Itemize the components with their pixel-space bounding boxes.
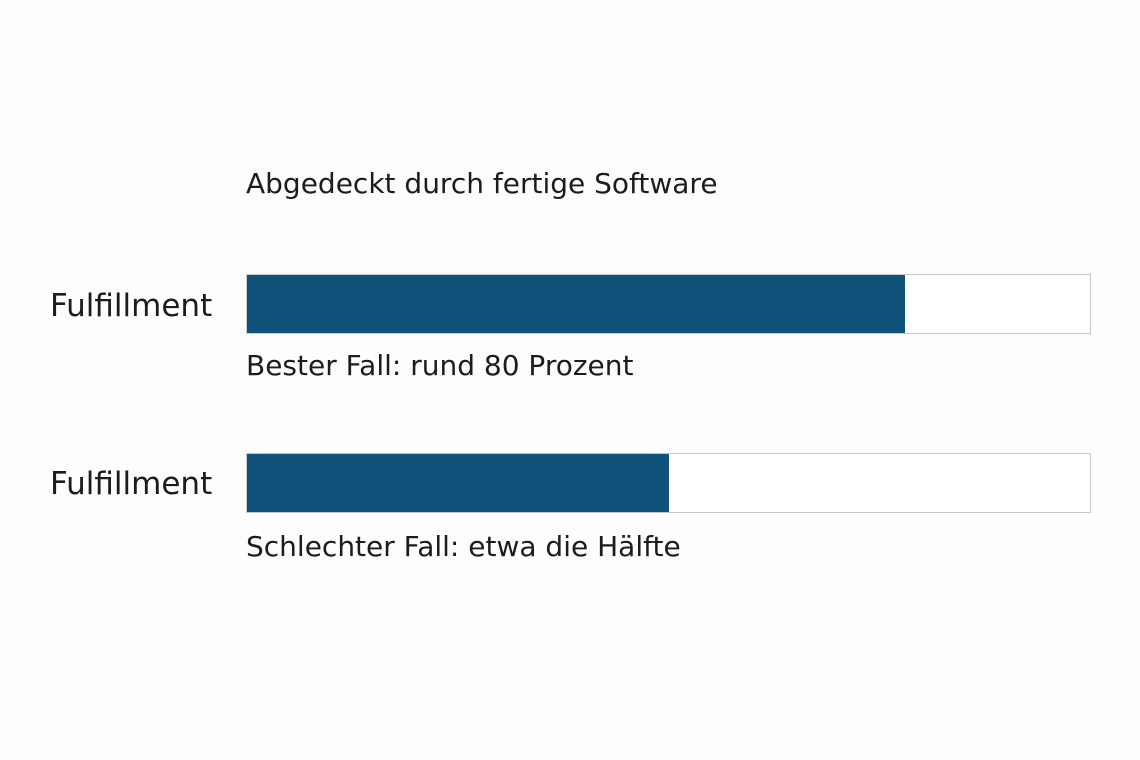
caption-worst: Schlechter Fall: etwa die Hälfte [246,530,681,563]
row-label-worst: Fulfillment [50,466,213,502]
chart-title: Abgedeckt durch fertige Software [246,167,718,200]
bar-worst [247,454,669,512]
bar-track-best [246,274,1091,334]
bar-track-worst [246,453,1091,513]
caption-best: Bester Fall: rund 80 Prozent [246,349,634,382]
bar-best [247,275,905,333]
row-label-best: Fulfillment [50,288,213,324]
